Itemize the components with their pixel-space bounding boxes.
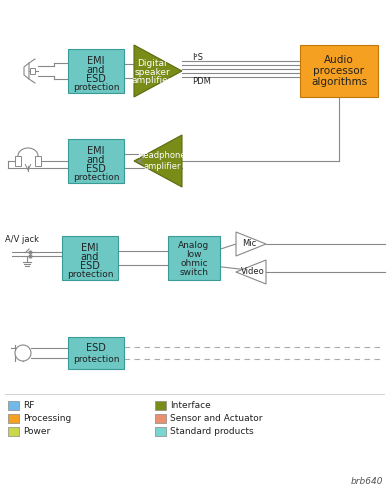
Text: EMI: EMI: [87, 146, 105, 156]
Text: Digital: Digital: [137, 59, 167, 68]
Bar: [68, 139, 124, 183]
Polygon shape: [236, 260, 266, 284]
Text: protection: protection: [73, 83, 119, 92]
Text: A/V jack: A/V jack: [5, 236, 39, 244]
Bar: [68, 337, 124, 369]
Text: algorithms: algorithms: [311, 77, 367, 87]
Text: Standard products: Standard products: [170, 427, 254, 436]
Bar: [30, 68, 35, 74]
Polygon shape: [134, 45, 182, 97]
Text: Video: Video: [241, 267, 265, 277]
Text: ESD: ESD: [86, 74, 106, 84]
Text: ESD: ESD: [86, 343, 106, 353]
Bar: [8, 414, 19, 423]
Text: switch: switch: [179, 268, 209, 277]
Text: PDM: PDM: [192, 77, 211, 87]
Text: amplifier: amplifier: [143, 162, 180, 171]
Text: EMI: EMI: [87, 56, 105, 66]
Text: EMI: EMI: [81, 243, 99, 253]
Polygon shape: [134, 135, 182, 187]
Text: and: and: [87, 155, 105, 165]
Text: and: and: [87, 65, 105, 75]
Text: speaker: speaker: [134, 68, 170, 76]
Text: Interface: Interface: [170, 401, 211, 410]
Text: Processing: Processing: [23, 414, 71, 423]
Text: protection: protection: [67, 270, 113, 279]
Text: Audio: Audio: [324, 54, 354, 65]
Text: processor: processor: [314, 66, 364, 76]
Polygon shape: [236, 232, 266, 256]
Text: ESD: ESD: [80, 261, 100, 271]
Bar: [168, 236, 220, 280]
Bar: [35, 156, 41, 166]
Text: and: and: [81, 252, 99, 262]
Text: Mic: Mic: [242, 240, 257, 248]
Bar: [8, 427, 19, 436]
Bar: [68, 49, 124, 93]
Circle shape: [15, 345, 31, 361]
Text: Sensor and Actuator: Sensor and Actuator: [170, 414, 263, 423]
Bar: [155, 414, 166, 423]
Text: I²S: I²S: [192, 52, 203, 62]
Text: Analog: Analog: [179, 241, 210, 250]
Text: protection: protection: [73, 355, 119, 364]
Text: brb640: brb640: [350, 476, 383, 486]
Text: ohmic: ohmic: [180, 259, 208, 268]
Text: low: low: [186, 250, 202, 259]
Text: protection: protection: [73, 173, 119, 182]
Bar: [300, 45, 378, 97]
Bar: [155, 401, 166, 410]
Bar: [8, 401, 19, 410]
Text: Headphone: Headphone: [138, 151, 186, 160]
Text: RF: RF: [23, 401, 34, 410]
Bar: [62, 236, 118, 280]
Text: amplifier: amplifier: [132, 76, 172, 86]
Text: ESD: ESD: [86, 164, 106, 174]
Bar: [155, 427, 166, 436]
Text: Power: Power: [23, 427, 50, 436]
Bar: [15, 156, 21, 166]
